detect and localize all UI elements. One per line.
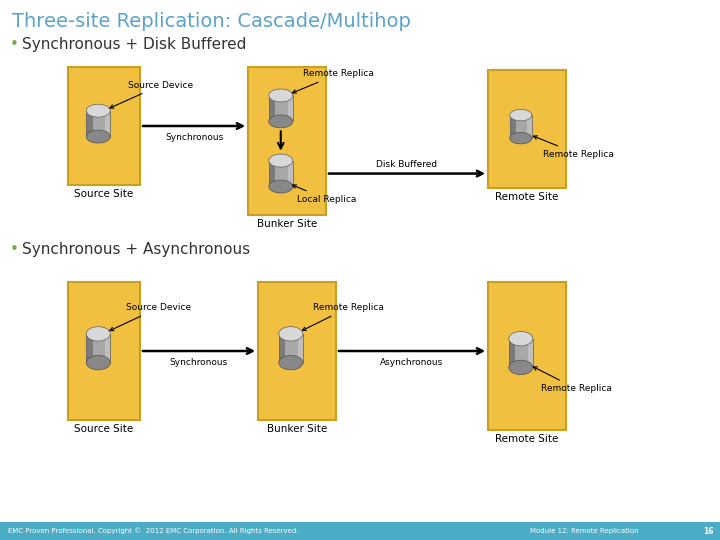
Ellipse shape — [509, 360, 533, 375]
Ellipse shape — [269, 115, 293, 128]
Polygon shape — [269, 160, 293, 186]
Polygon shape — [105, 334, 110, 363]
Ellipse shape — [279, 327, 302, 341]
Text: Synchronous: Synchronous — [170, 358, 228, 367]
Text: Local Replica: Local Replica — [292, 185, 356, 204]
Ellipse shape — [269, 180, 293, 193]
Ellipse shape — [269, 154, 293, 167]
Ellipse shape — [86, 355, 110, 370]
Text: 16: 16 — [703, 526, 714, 536]
Ellipse shape — [86, 327, 110, 341]
Ellipse shape — [509, 332, 533, 346]
Text: Synchronous + Asynchronous: Synchronous + Asynchronous — [22, 242, 250, 257]
Text: Remote Replica: Remote Replica — [292, 70, 374, 93]
Text: EMC Proven Professional. Copyright ©  2012 EMC Corporation. All Rights Reserved.: EMC Proven Professional. Copyright © 201… — [8, 528, 299, 535]
Polygon shape — [288, 160, 293, 186]
Text: Three-site Replication: Cascade/Multihop: Three-site Replication: Cascade/Multihop — [12, 12, 411, 31]
Ellipse shape — [279, 355, 302, 370]
Text: Remote Replica: Remote Replica — [302, 303, 384, 330]
Text: Disk Buffered: Disk Buffered — [377, 159, 438, 168]
Polygon shape — [105, 111, 110, 137]
Text: Module 12: Remote Replication: Module 12: Remote Replication — [530, 528, 639, 534]
FancyBboxPatch shape — [258, 282, 336, 420]
FancyBboxPatch shape — [488, 282, 566, 430]
Polygon shape — [86, 111, 93, 137]
Polygon shape — [509, 339, 516, 367]
Polygon shape — [298, 334, 302, 363]
Polygon shape — [86, 111, 110, 137]
Text: Synchronous + Disk Buffered: Synchronous + Disk Buffered — [22, 37, 246, 52]
Text: Remote Site: Remote Site — [495, 434, 559, 444]
Text: •: • — [10, 37, 19, 52]
FancyBboxPatch shape — [68, 67, 140, 185]
Ellipse shape — [510, 110, 532, 121]
Polygon shape — [279, 334, 285, 363]
Polygon shape — [509, 339, 533, 367]
Text: Bunker Site: Bunker Site — [267, 424, 327, 434]
Ellipse shape — [86, 130, 110, 143]
FancyBboxPatch shape — [68, 282, 140, 420]
Ellipse shape — [269, 89, 293, 102]
Text: Remote Replica: Remote Replica — [534, 136, 613, 159]
Text: Remote Site: Remote Site — [495, 192, 559, 202]
Text: Remote Replica: Remote Replica — [534, 367, 611, 393]
Polygon shape — [510, 115, 516, 138]
Polygon shape — [528, 339, 533, 367]
FancyBboxPatch shape — [0, 522, 720, 540]
Text: Synchronous: Synchronous — [165, 133, 223, 142]
Text: Source Device: Source Device — [110, 80, 194, 108]
Text: Asynchronous: Asynchronous — [380, 358, 444, 367]
Text: •: • — [10, 242, 19, 257]
Ellipse shape — [86, 104, 110, 117]
Polygon shape — [86, 334, 93, 363]
Polygon shape — [269, 160, 276, 186]
Polygon shape — [279, 334, 302, 363]
Ellipse shape — [510, 132, 532, 144]
Polygon shape — [288, 96, 293, 122]
Polygon shape — [86, 334, 110, 363]
FancyBboxPatch shape — [488, 70, 566, 188]
Polygon shape — [527, 115, 532, 138]
Polygon shape — [269, 96, 276, 122]
Polygon shape — [269, 96, 293, 122]
FancyBboxPatch shape — [248, 67, 326, 215]
Text: Source Site: Source Site — [74, 189, 134, 199]
Text: Source Site: Source Site — [74, 424, 134, 434]
Text: Source Device: Source Device — [110, 303, 192, 330]
Polygon shape — [510, 115, 532, 138]
Text: Bunker Site: Bunker Site — [257, 219, 317, 229]
